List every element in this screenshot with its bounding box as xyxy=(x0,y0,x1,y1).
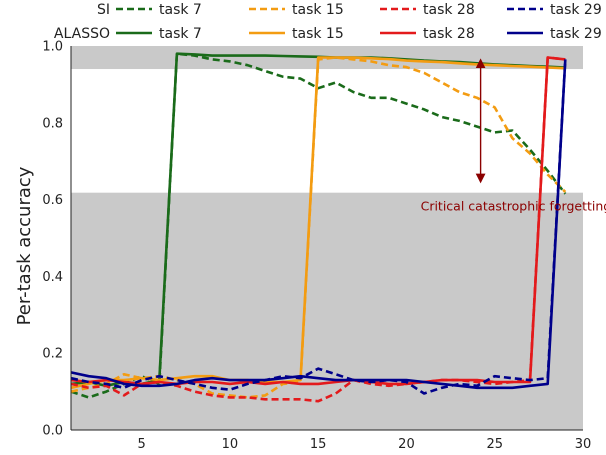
legend-entry-label: task 28 xyxy=(423,2,475,18)
legend-entry-label: task 7 xyxy=(159,2,202,18)
y-tick-label: 0.8 xyxy=(42,116,63,131)
legend-entry-label: task 29 xyxy=(550,26,602,42)
legend-entry-label: task 28 xyxy=(423,26,475,42)
x-tick-label: 20 xyxy=(398,437,415,452)
y-tick-label: 0.2 xyxy=(42,347,63,362)
annotation-text: Critical catastrophic forgetting xyxy=(421,198,606,213)
legend-entry-label: task 15 xyxy=(292,2,344,18)
axes xyxy=(70,46,583,431)
x-tick-label: 25 xyxy=(486,437,503,452)
y-tick-label: 1.0 xyxy=(42,40,63,55)
y-tick-label: 0.6 xyxy=(42,193,63,208)
annotation: Critical catastrophic forgetting xyxy=(421,58,606,213)
y-tick-label: 0.4 xyxy=(42,270,63,285)
series-line-alasso-task-28 xyxy=(70,56,566,386)
legend: SI task 7 task 15 task 28 task 29 ALASSO task … xyxy=(54,2,602,42)
shaded-band-1 xyxy=(71,192,583,430)
y-axis-label: Per-task accuracy xyxy=(14,166,35,325)
legend-entry-label: task 29 xyxy=(550,2,602,18)
x-tick-label: 5 xyxy=(137,437,145,452)
legend-entry-label: task 7 xyxy=(159,26,202,42)
legend-row-label: ALASSO xyxy=(54,26,110,42)
x-tick-label: 15 xyxy=(310,437,327,452)
series-line-si-task-29 xyxy=(70,59,567,395)
legend-row-label: SI xyxy=(97,2,110,18)
series-line-alasso-task-29 xyxy=(70,59,567,390)
y-ticks: 0.0 0.2 0.4 0.6 0.8 1.0 xyxy=(42,40,63,439)
legend-entry-label: task 15 xyxy=(292,26,344,42)
x-tick-label: 30 xyxy=(575,437,592,452)
x-tick-label: 10 xyxy=(222,437,239,452)
x-ticks: 5 10 15 20 25 30 xyxy=(137,437,591,452)
y-tick-label: 0.0 xyxy=(42,424,63,439)
